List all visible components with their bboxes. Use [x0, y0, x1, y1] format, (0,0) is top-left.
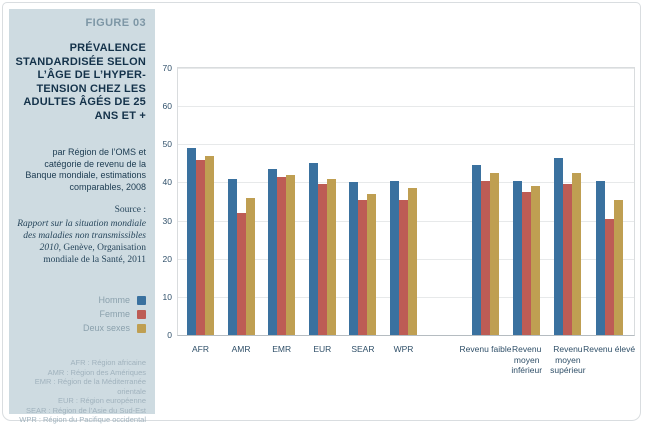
- bar-eur-homme: [308, 163, 318, 335]
- x-axis-label-revenu-faible: Revenu faible: [459, 344, 512, 354]
- x-axis-label-revenu-moyen-superieur: Revenu moyen supérieur: [550, 344, 586, 375]
- legend-swatch-homme-icon: [137, 295, 146, 305]
- bar-afr-deux-sexes: [205, 155, 214, 335]
- x-axis-label-revenu-eleve: Revenu élevé: [583, 344, 636, 354]
- abbreviation-line: AFR : Région africaine: [70, 358, 146, 367]
- bar-revenu-faible-femme: [481, 180, 490, 335]
- y-axis-tick-label: 40: [162, 177, 172, 188]
- y-axis-tick-label: 30: [162, 215, 172, 226]
- gridline-60: [178, 106, 634, 108]
- bar-emr-femme: [277, 176, 287, 335]
- bar-emr-homme: [268, 169, 278, 335]
- abbreviation-line: EMR : Région de la Méditerranée oriental…: [34, 377, 146, 396]
- bar-amr-femme: [236, 212, 246, 335]
- legend-label: Femme: [99, 309, 130, 319]
- bar-revenu-moyen-superieur-femme: [563, 184, 573, 335]
- y-axis-tick-label: 70: [162, 63, 172, 73]
- bar-amr-homme: [227, 178, 237, 335]
- bar-sear-homme: [349, 182, 359, 335]
- x-axis-label-afr: AFR: [192, 344, 209, 354]
- y-axis-tick-label: 0: [167, 330, 172, 340]
- legend-label: Homme: [98, 295, 130, 305]
- bar-eur-femme: [317, 184, 327, 335]
- bar-afr-femme: [196, 159, 205, 335]
- abbreviation-line: WPR : Région du Pacifique occidental: [19, 415, 146, 424]
- bar-revenu-eleve-homme: [595, 180, 605, 335]
- y-axis-tick-label: 10: [162, 291, 172, 302]
- bar-eur-deux-sexes: [326, 178, 336, 335]
- bar-wpr-femme: [399, 199, 408, 335]
- bar-wpr-homme: [390, 180, 399, 335]
- gridline-50: [178, 144, 634, 146]
- x-axis-label-revenu-moyen-inferieur: Revenu moyen inférieur: [511, 344, 543, 375]
- region-abbreviations: AFR : Région africaine AMR : Région des …: [15, 358, 146, 425]
- legend-label: Deux sexes: [82, 323, 130, 333]
- x-axis-label-emr: EMR: [272, 344, 292, 354]
- x-axis-label-sear: SEAR: [351, 344, 375, 354]
- bar-revenu-moyen-inferieur-homme: [513, 180, 523, 335]
- bar-revenu-faible-deux-sexes: [490, 172, 499, 335]
- figure-subtitle: par Région de l’OMS et catégorie de reve…: [25, 147, 146, 192]
- bar-revenu-moyen-inferieur-deux-sexes: [531, 186, 541, 335]
- source-citation: Rapport sur la situation mondiale des ma…: [15, 218, 146, 266]
- legend-item-homme: Homme: [15, 293, 146, 307]
- bar-afr-homme: [187, 148, 196, 335]
- figure-title: PRÉVALENCE STANDARDISÉE SELON L’ÂGE DE L…: [15, 42, 146, 122]
- y-axis-tick-label: 20: [162, 253, 172, 264]
- bar-revenu-moyen-superieur-deux-sexes: [572, 172, 582, 335]
- source-citation-title: Rapport sur la situation mondiale des ma…: [17, 219, 146, 253]
- bar-sear-deux-sexes: [367, 193, 377, 335]
- gridline-40: [178, 182, 634, 184]
- bar-chart-plot-area: 0 10 20 30 40 50 60 70 AFR AMR EMR EUR SEAR WPR Revenu…: [163, 63, 636, 375]
- bar-revenu-eleve-deux-sexes: [613, 199, 623, 335]
- source-citation-publisher: Genève, Organisation mondiale de la Sant…: [43, 243, 146, 265]
- bar-revenu-faible-homme: [472, 165, 481, 335]
- bar-emr-deux-sexes: [286, 174, 296, 335]
- x-axis-label-eur: EUR: [313, 344, 332, 354]
- chart-legend: Homme Femme Deux sexes: [15, 293, 146, 335]
- y-axis-tick-label: 50: [162, 139, 172, 150]
- bar-wpr-deux-sexes: [408, 188, 417, 335]
- legend-swatch-femme-icon: [137, 309, 146, 319]
- bar-revenu-moyen-superieur-homme: [554, 157, 564, 335]
- x-axis-label-amr: AMR: [231, 344, 251, 354]
- legend-swatch-deux-sexes-icon: [137, 323, 146, 333]
- legend-item-femme: Femme: [15, 307, 146, 321]
- abbreviation-line: AMR : Région des Amériques: [47, 367, 146, 377]
- source-label: Source :: [114, 205, 146, 215]
- bar-revenu-moyen-inferieur-femme: [522, 191, 532, 335]
- sidebar: FIGURE 03 PRÉVALENCE STANDARDISÉE SELON …: [9, 9, 155, 424]
- abbreviation-line: SEAR : Région de l’Asie du Sud-Est: [25, 405, 146, 415]
- y-axis-tick-label: 60: [162, 101, 172, 112]
- x-axis-label-wpr: WPR: [393, 344, 414, 354]
- legend-item-deux-sexes: Deux sexes: [15, 321, 146, 335]
- bar-sear-femme: [358, 199, 368, 335]
- bar-revenu-eleve-femme: [604, 218, 614, 335]
- figure-number-label: FIGURE 03: [85, 17, 146, 29]
- gridline-70: [178, 68, 634, 69]
- abbreviation-line: EUR : Région européenne: [58, 396, 146, 405]
- bar-amr-deux-sexes: [245, 197, 255, 335]
